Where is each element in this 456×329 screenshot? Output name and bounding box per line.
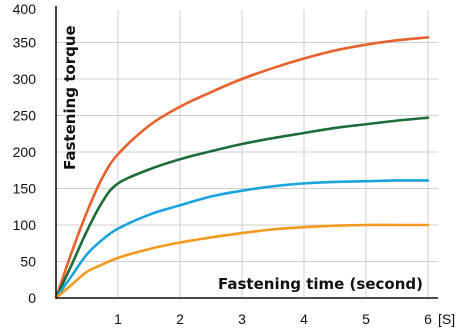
- tick-labels: 1 2 3 4 5 6 0 50 100 150 200 250 300 350 400: [13, 1, 432, 327]
- y-tick-label: 50: [20, 254, 36, 270]
- axes: [55, 6, 438, 299]
- y-tick-label: 250: [13, 108, 37, 124]
- series-line-4: [54, 223, 430, 300]
- series-line-2: [54, 116, 430, 300]
- y-tick-label: 400: [13, 1, 37, 17]
- y-tick-label: 200: [13, 144, 37, 160]
- x-axis-title: Fastening time (second): [218, 275, 423, 293]
- x-axis-unit: [S]: [438, 311, 455, 327]
- series-lines: [54, 36, 430, 300]
- x-tick-label: 5: [362, 311, 370, 327]
- series-line-3: [54, 179, 430, 300]
- x-tick-label: 3: [238, 311, 246, 327]
- y-tick-label: 0: [28, 290, 36, 306]
- x-tick-label: 6: [424, 311, 432, 327]
- y-tick-label: 150: [13, 181, 37, 197]
- series-line-1: [54, 36, 430, 300]
- grid-lines: [56, 10, 438, 298]
- x-tick-label: 4: [300, 311, 308, 327]
- y-tick-label: 300: [13, 71, 37, 87]
- y-axis-title: Fastening torque: [61, 25, 79, 170]
- y-tick-label: 100: [13, 217, 37, 233]
- x-tick-label: 1: [114, 311, 122, 327]
- y-tick-label: 350: [13, 35, 37, 51]
- x-tick-label: 2: [176, 311, 184, 327]
